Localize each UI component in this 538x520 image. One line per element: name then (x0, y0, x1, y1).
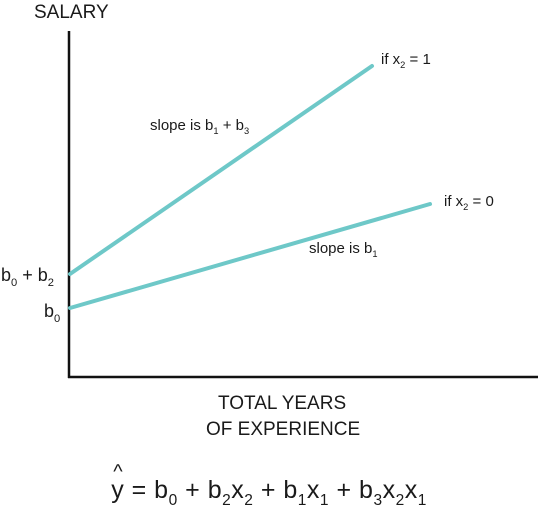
upper-line-case-label: if x2 = 1 (381, 51, 431, 71)
y-axis-title: SALARY (34, 2, 109, 23)
upper-regression-line (68, 64, 374, 276)
lower-line-slope-label: slope is b1 (309, 240, 378, 260)
lower-line-case-label: if x2 = 0 (444, 193, 494, 213)
x-axis-title-line2: OF EXPERIENCE (206, 419, 361, 440)
lower-regression-line (68, 202, 432, 310)
x-axis-title-line1: TOTAL YEARS (218, 393, 347, 414)
regression-equation: y = b0 + b2x2 + b1x1 + b3x2x1 (0, 461, 538, 508)
y-hat-symbol: y (111, 461, 124, 505)
lower-intercept-label: b0 (44, 301, 61, 326)
upper-line-slope-label: slope is b1 + b3 (150, 117, 250, 137)
upper-intercept-label: b0 + b2 (1, 265, 54, 290)
